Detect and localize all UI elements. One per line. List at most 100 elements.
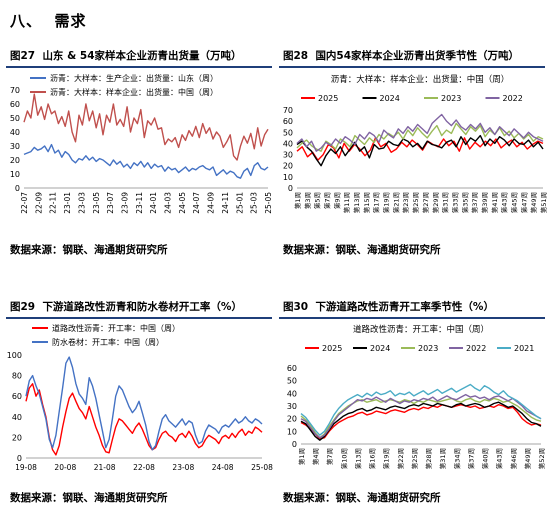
fig28-label: 图28	[283, 50, 309, 62]
fig29-title: 图29 下游道路改性沥青和防水卷材开工率（%）	[10, 299, 242, 314]
fig28-xtick-6: 第13周	[352, 192, 361, 213]
fig30-legend-1-label: 2024	[370, 344, 390, 353]
fig28-ytick-0: 0	[288, 184, 293, 193]
fig30-xtick-17: 第52周	[537, 448, 546, 469]
fig30-title-text: 下游道路改性沥青开工率季节性（%）	[315, 301, 494, 313]
fig28-xtick-19: 第39周	[480, 192, 489, 213]
fig28-series-2-line	[296, 122, 544, 152]
fig30-xtick-10: 第31周	[438, 448, 447, 469]
fig28-legend-1-label: 2024	[380, 94, 400, 103]
fig30-xtick-7: 第22周	[396, 448, 405, 469]
fig30-series-2-line	[300, 397, 542, 439]
fig27-xtick-0: 22-07	[20, 192, 29, 214]
fig28-xtick-12: 第25周	[411, 192, 420, 213]
fig28-xtick-8: 第17周	[372, 192, 381, 213]
fig27-label: 图27	[10, 50, 36, 62]
fig28-xtick-9: 第19周	[382, 192, 391, 213]
fig28-xtick-4: 第9周	[332, 192, 341, 209]
fig30-ytick-3: 30	[287, 402, 297, 411]
fig28-series-1-line	[296, 134, 544, 167]
fig27-ytick-2: 20	[10, 156, 20, 165]
fig28-xtick-13: 第27周	[421, 192, 430, 213]
fig27-xtick-15: 25-01	[235, 192, 244, 214]
fig30-xtick-0: 第1周	[297, 448, 306, 465]
fig27-source: 数据来源：钢联、海通期货研究所	[10, 244, 168, 256]
fig29-title-rule	[6, 317, 272, 319]
fig27-xtick-8: 23-11	[135, 192, 144, 214]
fig28-series-0-line	[296, 137, 544, 161]
fig28-xtick-11: 第23周	[401, 192, 410, 213]
fig29-series-0-line	[25, 383, 263, 456]
fig27-xtick-16: 25-03	[250, 192, 259, 214]
fig30-label: 图30	[283, 301, 309, 313]
fig27-xtick-3: 23-01	[63, 192, 72, 214]
fig27-xtick-7: 23-09	[120, 192, 129, 214]
fig30-xtick-15: 第46周	[509, 448, 518, 469]
fig28-xtick-7: 第15周	[362, 192, 371, 213]
fig30-subtitle: 道路改性沥青：开工率：中国（周）	[353, 324, 489, 335]
fig28-xtick-21: 第43周	[500, 192, 509, 213]
fig27-ytick-4: 40	[10, 128, 20, 137]
fig30-xtick-6: 第19周	[382, 448, 391, 469]
fig27-xtick-6: 23-07	[106, 192, 115, 214]
fig30-xtick-3: 第10周	[339, 448, 348, 469]
fig29-xtick-0: 19-08	[15, 463, 37, 472]
section-heading: 八、 需求	[10, 10, 86, 31]
fig29-source: 数据来源：钢联、海通期货研究所	[10, 492, 168, 504]
fig27-xtick-11: 24-05	[178, 192, 187, 214]
fig27-xtick-4: 23-03	[77, 192, 86, 214]
fig28-legend-0-label: 2025	[318, 94, 338, 103]
fig27-title: 图27 山东 & 54家样本企业沥青出货量（万吨）	[10, 48, 242, 63]
section-title: 需求	[54, 12, 87, 30]
fig30-ytick-0: 0	[292, 440, 297, 449]
fig30-series-4-line	[300, 383, 542, 436]
fig29-chart: 0 20 40 60 80 100 19-08 20-08 21-08 22-08 23-08 24-…	[7, 323, 273, 472]
fig29-xtick-5: 24-08	[212, 463, 234, 472]
fig27-title-text: 山东 & 54家样本企业沥青出货量（万吨）	[42, 50, 242, 62]
fig27-legend-1-label: 沥青：大样本：样本企业：出货量：中国（周）	[50, 87, 218, 97]
fig29-ytick-1: 20	[12, 433, 22, 442]
fig30-xtick-1: 第4周	[311, 448, 320, 465]
fig28-title-rule	[279, 66, 545, 68]
fig30-xtick-5: 第16周	[368, 448, 377, 469]
fig30-ytick-5: 50	[287, 377, 297, 386]
fig28-xtick-2: 第5周	[313, 192, 322, 209]
fig30-ytick-6: 60	[287, 364, 297, 373]
fig29-ytick-4: 80	[12, 372, 22, 381]
fig28-series-3-line	[296, 113, 544, 152]
fig29-xtick-4: 23-08	[172, 463, 194, 472]
fig28-ytick-6: 60	[283, 117, 293, 126]
fig29-xtick-2: 21-08	[94, 463, 116, 472]
fig30-ytick-1: 10	[287, 427, 297, 436]
fig28-title-text: 国内54家样本企业沥青出货季节性（万吨）	[315, 50, 520, 62]
fig30-legend-3-label: 2022	[466, 344, 486, 353]
fig30-legend-2-label: 2023	[418, 344, 438, 353]
fig28-title: 图28 国内54家样本企业沥青出货季节性（万吨）	[283, 48, 519, 63]
fig29-title-text: 下游道路改性沥青和防水卷材开工率（%）	[42, 301, 242, 313]
fig28-xtick-16: 第33周	[450, 192, 459, 213]
fig30-xtick-11: 第34周	[452, 448, 461, 469]
fig28-xtick-22: 第45周	[509, 192, 518, 213]
fig30-series-0-line	[300, 403, 542, 440]
fig29-legend-0-label: 道路改性沥青：开工率：中国（周）	[52, 323, 180, 333]
fig27-ytick-3: 30	[10, 142, 20, 151]
fig27-chart: 0 10 20 30 40 50 60 70 22-07 22-09 22-11 23-01 23-03…	[10, 73, 273, 214]
fig28-xtick-24: 第49周	[529, 192, 538, 213]
fig28-xtick-18: 第37周	[470, 192, 479, 213]
fig28-legend-3-label: 2022	[503, 94, 523, 103]
fig29-ytick-5: 100	[7, 351, 22, 360]
fig30-xtick-9: 第28周	[424, 448, 433, 469]
fig29-ytick-0: 0	[17, 454, 22, 463]
fig29-legend-1-label: 防水卷材：开工率：中国（周）	[52, 337, 164, 347]
fig28-xtick-10: 第21周	[391, 192, 400, 213]
fig27-xtick-2: 22-11	[49, 192, 58, 214]
fig30-ytick-2: 20	[287, 415, 297, 424]
fig30-xtick-8: 第25周	[410, 448, 419, 469]
fig30-xtick-2: 第7周	[325, 448, 334, 465]
fig28-xtick-20: 第41周	[490, 192, 499, 213]
fig29-ytick-2: 40	[12, 413, 22, 422]
fig27-title-rule	[6, 66, 272, 68]
fig27-xtick-12: 24-07	[192, 192, 201, 214]
fig27-ytick-0: 0	[15, 184, 20, 193]
